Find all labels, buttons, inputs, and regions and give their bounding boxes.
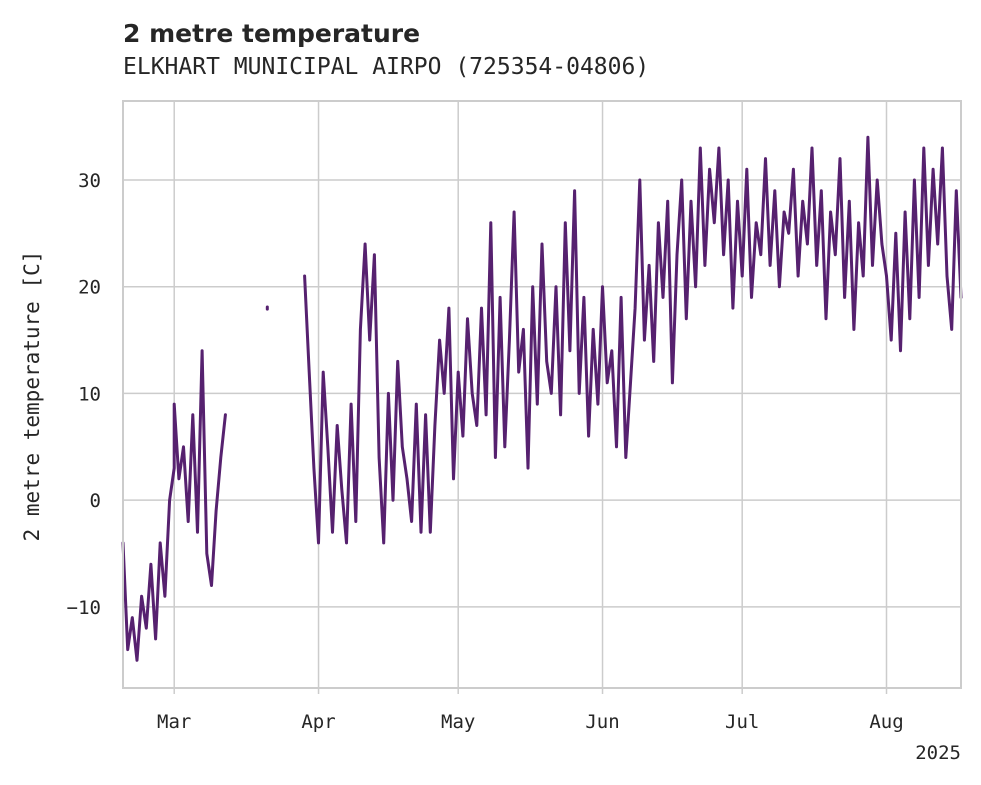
tick-labels: −10 0 10 20 30 Mar Apr May Jun Jul Aug (67, 170, 904, 733)
chart-subtitle: ELKHART MUNICIPAL AIRPO (725354-04806) (123, 54, 649, 80)
x-tick-label: Aug (869, 711, 903, 733)
y-tick-label: 30 (78, 170, 101, 192)
data-series (121, 135, 963, 662)
x-tick-label: Jun (585, 711, 619, 733)
x-tick-label: May (441, 711, 475, 733)
temperature-line-segment (121, 349, 227, 662)
x-tick-label: Apr (301, 711, 335, 733)
y-axis-label: 2 metre temperature [C] (20, 251, 44, 542)
grid-lines (123, 101, 961, 694)
y-tick-label: 0 (90, 490, 101, 512)
y-tick-label: 20 (78, 277, 101, 299)
x-tick-label: Jul (725, 711, 759, 733)
x-tick-label: Mar (157, 711, 191, 733)
y-tick-label: −10 (67, 597, 101, 619)
x-year-label: 2025 (915, 742, 961, 764)
plot-frame (122, 100, 962, 689)
temperature-line-segment (303, 135, 963, 545)
chart-title: 2 metre temperature (123, 19, 420, 48)
y-tick-label: 10 (78, 383, 101, 405)
